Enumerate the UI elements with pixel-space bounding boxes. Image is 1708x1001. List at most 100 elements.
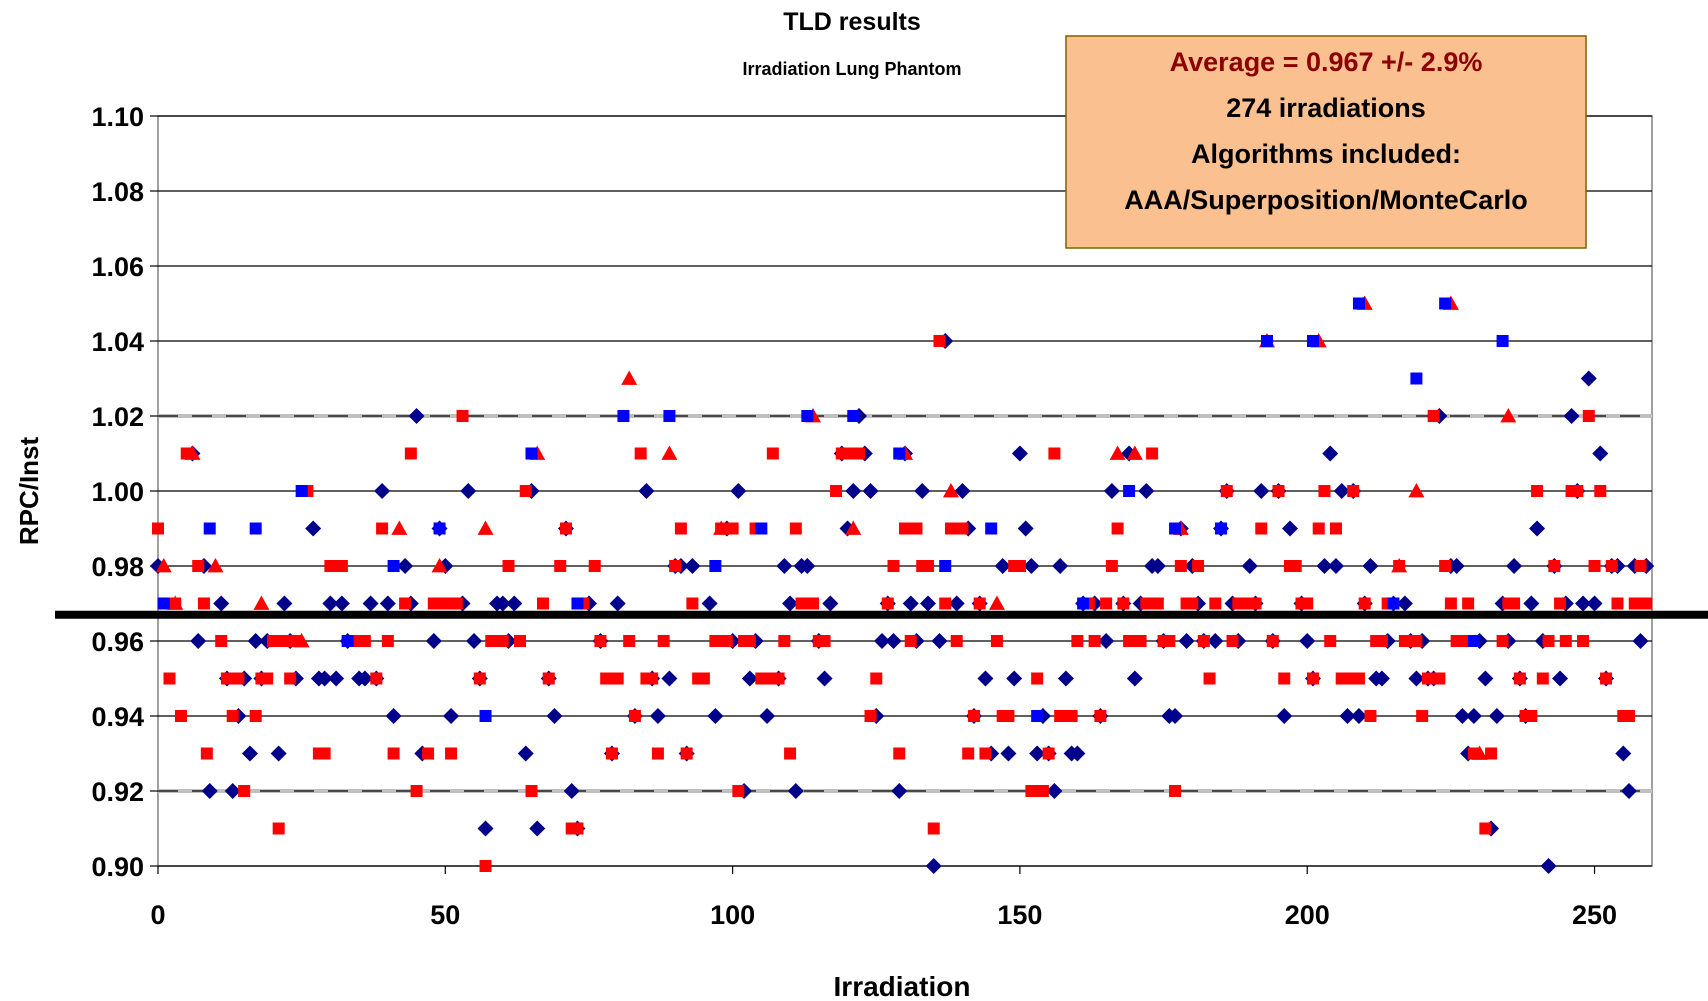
data-point-diamond (333, 595, 350, 612)
data-point-square (904, 635, 917, 647)
data-point-square (519, 485, 532, 497)
data-point-square (732, 785, 745, 797)
data-point-square (1600, 672, 1613, 685)
data-point-square (1542, 635, 1555, 647)
data-point-square (1301, 597, 1314, 610)
data-point-square (1272, 485, 1285, 497)
data-point-diamond (494, 595, 511, 612)
annotation-count: 274 irradiations (1226, 93, 1426, 123)
data-point-square (1508, 597, 1521, 610)
data-point-triangle (1109, 445, 1126, 460)
data-point-triangle (942, 483, 959, 498)
data-point-square (680, 747, 693, 760)
data-point-square (663, 410, 676, 422)
data-point-square (1215, 522, 1228, 535)
data-point-square (628, 710, 641, 722)
data-point-square (1163, 635, 1176, 647)
data-point-diamond (1126, 670, 1143, 687)
data-point-square (479, 860, 492, 872)
data-point-square (496, 635, 509, 647)
data-point-square (381, 635, 394, 647)
data-point-square (1485, 747, 1498, 760)
data-point-triangle (1471, 745, 1488, 760)
data-point-square (1306, 335, 1319, 347)
annotation-average: Average = 0.967 +/- 2.9% (1170, 47, 1483, 77)
data-point-diamond (1316, 558, 1333, 574)
data-point-square (1031, 710, 1044, 722)
data-point-square (927, 822, 940, 835)
data-point-diamond (477, 820, 494, 837)
data-point-square (1105, 560, 1118, 572)
data-point-square (709, 560, 722, 572)
data-point-square (502, 560, 515, 572)
data-point-square (1318, 485, 1331, 497)
data-point-square (1640, 597, 1653, 610)
data-point-diamond (954, 483, 971, 499)
data-point-square (1421, 672, 1434, 685)
data-point-diamond (707, 708, 724, 724)
data-point-square (266, 635, 279, 647)
data-point-square (1364, 710, 1377, 722)
data-point-diamond (759, 708, 776, 724)
data-point-square (761, 672, 774, 685)
data-point-square (278, 635, 291, 647)
data-point-square (370, 672, 383, 685)
data-point-diamond (1138, 483, 1155, 499)
annotation-algorithms-list: AAA/Superposition/MonteCarlo (1124, 185, 1528, 215)
data-point-square (1531, 485, 1544, 497)
data-point-square (778, 635, 791, 647)
data-point-diamond (362, 595, 379, 612)
data-point-diamond (356, 670, 373, 687)
data-point-square (720, 635, 733, 647)
data-point-square (439, 597, 452, 610)
data-point-square (174, 710, 187, 722)
y-tick-label: 0.92 (91, 777, 144, 807)
data-point-square (1559, 635, 1572, 647)
data-point-diamond (443, 708, 460, 724)
data-point-diamond (1276, 708, 1293, 724)
data-point-square (755, 522, 768, 535)
y-tick-label: 1.06 (91, 252, 144, 282)
data-point-diamond (914, 483, 931, 499)
data-point-triangle (1126, 445, 1143, 460)
data-point-diamond (1580, 370, 1597, 387)
data-point-triangle (1500, 408, 1517, 423)
data-point-diamond (1322, 445, 1339, 462)
data-point-diamond (276, 595, 293, 612)
data-point-diamond (1149, 558, 1166, 574)
data-point-square (1169, 522, 1182, 535)
data-point-square (743, 635, 756, 647)
x-tick-label: 100 (710, 900, 755, 930)
data-point-diamond (213, 595, 230, 612)
data-point-diamond (1552, 670, 1569, 687)
data-point-square (226, 710, 239, 722)
data-point-diamond (1350, 708, 1367, 724)
data-point-square (887, 560, 900, 572)
data-point-diamond (506, 595, 523, 612)
data-point-diamond (862, 483, 879, 499)
data-point-diamond (787, 783, 804, 799)
data-point-square (1416, 710, 1429, 722)
data-point-square (1048, 447, 1061, 460)
data-point-square (956, 522, 969, 535)
data-point-square (571, 597, 584, 610)
data-point-square (594, 635, 607, 647)
data-point-diamond (1529, 520, 1546, 537)
y-tick-label: 1.02 (91, 402, 144, 432)
data-point-square (1329, 522, 1342, 535)
data-point-square (1065, 710, 1078, 722)
data-point-square (1387, 597, 1400, 610)
data-point-square (220, 672, 233, 685)
data-point-square (870, 672, 883, 685)
x-axis-label: Irradiation (834, 971, 971, 1001)
data-point-square (881, 597, 894, 610)
data-point-square (152, 522, 164, 535)
data-point-square (399, 597, 412, 610)
data-point-square (1554, 597, 1567, 610)
annotation-algorithms-heading: Algorithms included: (1191, 139, 1461, 169)
data-point-square (1169, 785, 1182, 797)
x-axis-ticks: 0 50 100 150 200 250 (150, 866, 1617, 930)
y-tick-label: 0.90 (91, 852, 144, 882)
data-point-diamond (529, 820, 546, 837)
data-point-square (726, 522, 739, 535)
